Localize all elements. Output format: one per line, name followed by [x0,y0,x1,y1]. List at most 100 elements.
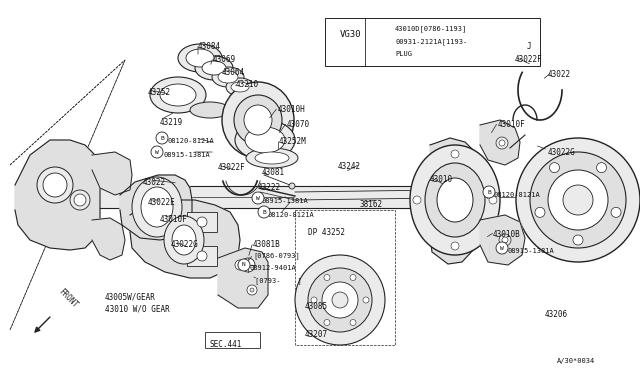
Circle shape [37,167,73,203]
Text: 43210: 43210 [236,80,259,89]
Ellipse shape [222,82,294,158]
Circle shape [451,150,459,158]
Circle shape [151,146,163,158]
Circle shape [156,132,168,144]
Circle shape [322,282,358,318]
Text: SEC.441: SEC.441 [209,340,241,349]
Circle shape [311,297,317,303]
Text: 43010B: 43010B [493,230,521,239]
Circle shape [563,185,593,215]
Text: 08120-8121A: 08120-8121A [268,212,315,218]
Circle shape [596,163,607,173]
Text: 43005W/GEAR: 43005W/GEAR [105,292,156,301]
Circle shape [363,297,369,303]
Text: 08120-8121A: 08120-8121A [494,192,541,198]
Circle shape [197,251,207,261]
Ellipse shape [150,77,206,113]
Polygon shape [130,200,240,278]
Text: B: B [160,135,164,141]
Bar [325,18,540,66]
Ellipse shape [231,82,249,92]
Text: 43206: 43206 [545,310,568,319]
Text: 43084: 43084 [198,42,221,51]
Ellipse shape [195,56,233,80]
Ellipse shape [425,163,485,237]
Circle shape [238,259,250,271]
Circle shape [43,173,67,197]
Text: 43022F: 43022F [218,163,246,172]
Circle shape [247,285,257,295]
Text: 43064: 43064 [222,68,245,77]
Ellipse shape [186,49,214,67]
Text: 43010: 43010 [430,175,453,184]
Ellipse shape [255,152,289,164]
Circle shape [535,207,545,217]
Circle shape [74,194,86,206]
Text: 08120-8121A: 08120-8121A [168,138,215,144]
Circle shape [241,258,255,272]
Text: J: J [527,42,532,51]
Text: 43069: 43069 [213,55,236,64]
Ellipse shape [141,187,173,227]
Circle shape [611,207,621,217]
Circle shape [250,288,254,292]
Circle shape [530,152,626,248]
Circle shape [451,242,459,250]
Polygon shape [430,138,480,264]
Circle shape [332,292,348,308]
Text: 08915-1381A: 08915-1381A [262,198,308,204]
Circle shape [235,260,245,270]
Circle shape [324,320,330,326]
Text: 43022F: 43022F [515,55,543,64]
Text: 43022E: 43022E [148,198,176,207]
Text: 43022G: 43022G [548,148,576,157]
Text: 43010H: 43010H [278,105,306,114]
Ellipse shape [212,67,244,87]
Ellipse shape [437,178,473,222]
Text: W: W [500,246,504,250]
Circle shape [483,186,495,198]
Ellipse shape [234,95,282,145]
Polygon shape [480,215,525,265]
Polygon shape [480,120,520,165]
Polygon shape [120,175,192,240]
Ellipse shape [202,61,226,75]
Ellipse shape [246,148,298,168]
Text: [0786-0793]: [0786-0793] [253,252,300,259]
Circle shape [324,275,330,280]
Polygon shape [92,152,132,195]
Text: 38162: 38162 [360,200,383,209]
Text: 43252: 43252 [148,88,171,97]
Circle shape [548,170,608,230]
Ellipse shape [178,44,222,72]
Text: 43081B: 43081B [253,240,281,249]
Bar [205,332,260,348]
Circle shape [489,196,497,204]
Text: 43010F: 43010F [160,215,188,224]
Circle shape [289,183,295,189]
Text: 08912-9401A: 08912-9401A [249,265,296,271]
Text: 43010D[0786-1193]: 43010D[0786-1193] [395,25,467,32]
Text: PLUG: PLUG [395,51,412,57]
Circle shape [308,268,372,332]
Text: 43219: 43219 [160,118,183,127]
Circle shape [350,320,356,326]
Ellipse shape [244,105,272,135]
Ellipse shape [160,84,196,106]
Text: 43022G: 43022G [171,240,199,249]
Bar [187,246,217,266]
Circle shape [516,138,640,262]
Bar [187,212,217,232]
Text: 43081: 43081 [262,168,285,177]
Text: VG30: VG30 [340,30,362,39]
Ellipse shape [190,102,230,118]
Text: 43085: 43085 [305,302,328,311]
Text: B: B [262,209,266,215]
Ellipse shape [410,145,500,255]
Text: 43252M: 43252M [279,137,307,146]
Ellipse shape [132,177,182,237]
Text: W: W [155,150,159,154]
Ellipse shape [218,71,238,83]
Ellipse shape [235,120,295,160]
Text: W: W [256,196,260,201]
